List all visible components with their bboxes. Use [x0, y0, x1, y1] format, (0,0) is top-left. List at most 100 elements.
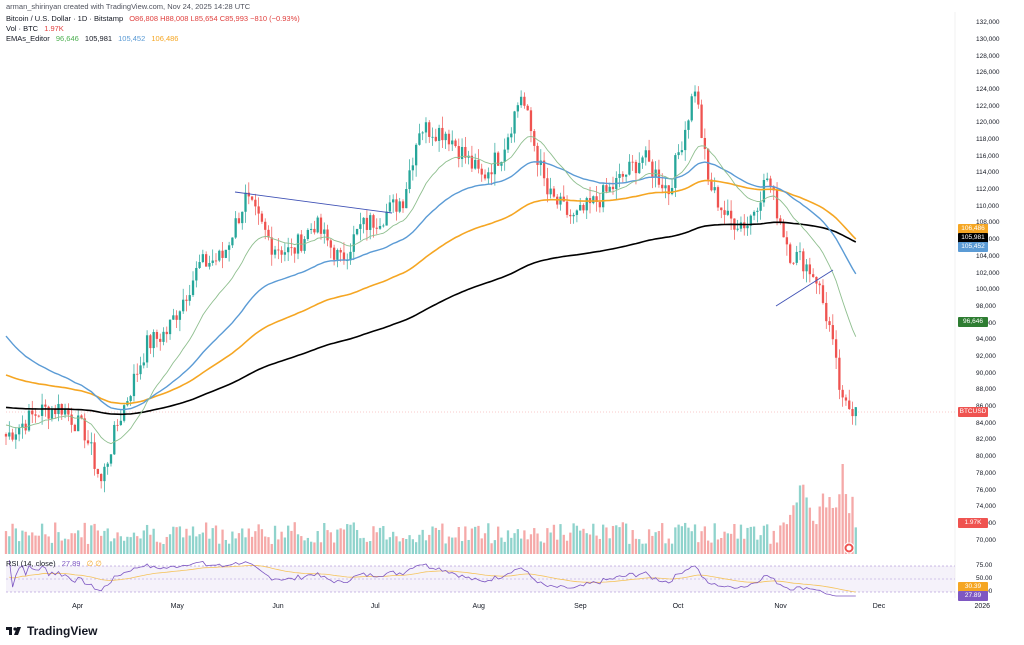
- candle: [766, 178, 769, 180]
- volume-bar: [70, 533, 73, 554]
- volume-bar: [86, 543, 90, 554]
- candle: [582, 205, 585, 211]
- volume-bar: [569, 532, 572, 554]
- volume-bar: [457, 527, 460, 554]
- volume-bar: [401, 538, 405, 554]
- volume-bar: [775, 542, 779, 554]
- volume-bar: [470, 528, 474, 554]
- candle: [785, 237, 789, 245]
- candle: [398, 201, 401, 212]
- candle: [24, 423, 27, 431]
- volume-bar: [359, 538, 362, 554]
- y-tick-label: 120,000: [976, 119, 1000, 127]
- candle: [546, 178, 549, 195]
- candle: [188, 295, 191, 301]
- brand-name: TradingView: [27, 624, 98, 638]
- volume-bar: [703, 526, 707, 554]
- last-price-tag: BTCUSD: [958, 407, 988, 417]
- candle: [50, 408, 54, 419]
- candle: [569, 214, 572, 217]
- volume-bars: [4, 464, 857, 554]
- rsi-legend: RSI (14, close) 27.89 ∅ ∅: [6, 559, 106, 569]
- candle: [808, 264, 812, 275]
- volume-bar: [293, 522, 296, 554]
- candle: [674, 155, 677, 188]
- candle: [155, 332, 159, 339]
- y-tick-label: 112,000: [976, 186, 1000, 194]
- volume-bar: [168, 534, 172, 554]
- volume-bar: [746, 527, 749, 554]
- candle: [825, 302, 828, 322]
- volume-bar: [17, 541, 21, 554]
- volume-bar: [280, 531, 283, 554]
- volume-bar: [277, 539, 280, 554]
- candle: [664, 185, 667, 189]
- candle: [198, 262, 201, 268]
- candle: [848, 400, 851, 410]
- volume-bar: [595, 535, 598, 554]
- ema-line: [5, 135, 857, 445]
- candle: [841, 389, 844, 398]
- candle: [119, 420, 122, 425]
- volume-value: 1.97K: [44, 24, 64, 33]
- candle: [762, 179, 766, 203]
- volume-bar: [762, 525, 766, 554]
- candle: [159, 338, 162, 342]
- volume-bar: [57, 532, 60, 554]
- ema-value-0: 96,646: [55, 34, 79, 43]
- candle: [4, 434, 8, 437]
- candle: [290, 247, 293, 249]
- candle: [277, 249, 280, 251]
- y-tick-label: 76,000: [976, 486, 996, 494]
- y-tick-label: 104,000: [976, 252, 1000, 260]
- candle: [109, 454, 113, 464]
- ema200-price-tag: 105,981: [958, 233, 988, 243]
- volume-bar: [582, 528, 585, 554]
- candle: [700, 104, 703, 138]
- candle: [565, 201, 569, 215]
- volume-bar: [585, 533, 588, 554]
- volume-bar: [8, 536, 11, 554]
- volume-bar: [260, 529, 264, 554]
- volume-bar: [503, 541, 506, 554]
- candle: [359, 224, 362, 229]
- candle: [720, 207, 723, 211]
- candle: [752, 211, 756, 216]
- ema-line: [5, 221, 857, 416]
- volume-bar: [752, 526, 756, 554]
- candle: [395, 199, 398, 212]
- candle: [191, 280, 195, 296]
- candle: [44, 404, 47, 407]
- candle: [670, 187, 674, 195]
- candle: [408, 170, 411, 190]
- candle: [93, 442, 96, 469]
- candle: [736, 228, 739, 230]
- volume-bar: [136, 536, 139, 554]
- volume-bar: [736, 538, 739, 554]
- volume-bar: [693, 524, 697, 554]
- volume-bar: [4, 531, 8, 554]
- volume-bar: [490, 543, 493, 554]
- volume-bar: [667, 538, 670, 554]
- volume-bar: [710, 542, 713, 554]
- candle: [542, 160, 546, 179]
- volume-bar: [844, 494, 848, 554]
- volume-bar: [536, 533, 539, 554]
- candle: [739, 222, 743, 229]
- volume-bar: [267, 537, 270, 554]
- rsi-extra: ∅ ∅: [86, 559, 102, 568]
- volume-bar: [647, 529, 651, 554]
- volume-bar: [611, 525, 615, 554]
- y-tick-label: 122,000: [976, 102, 1000, 110]
- volume-bar: [362, 537, 365, 554]
- candle: [460, 146, 464, 160]
- candle: [152, 332, 155, 349]
- volume-bar: [372, 526, 375, 554]
- symbol-line: Bitcoin / U.S. Dollar · 1D · Bitstamp O8…: [6, 14, 304, 24]
- candle: [122, 405, 126, 421]
- candle: [201, 254, 205, 263]
- symbol-title: Bitcoin / U.S. Dollar · 1D · Bitstamp: [6, 14, 124, 23]
- candle: [608, 186, 611, 192]
- candle: [802, 251, 805, 272]
